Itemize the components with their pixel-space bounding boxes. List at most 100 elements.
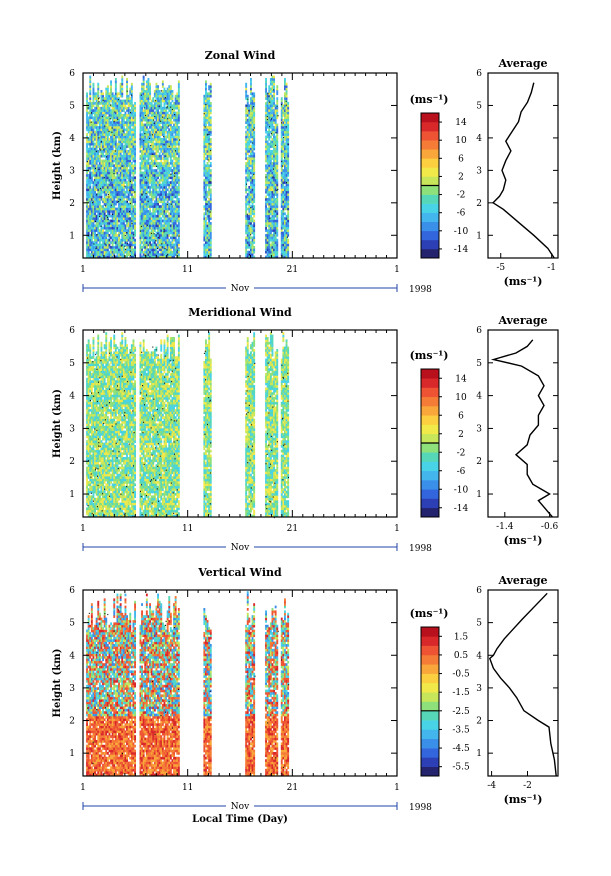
- colorbar-band: [421, 194, 439, 204]
- profile-y-tick-label: 6: [476, 586, 482, 596]
- y-tick-label: 4: [69, 392, 75, 402]
- colorbar-band: [421, 122, 439, 132]
- colorbar-band: [421, 185, 439, 195]
- month-label-bg: [226, 541, 254, 552]
- panel-title: Meridional Wind: [188, 306, 292, 319]
- colorbar-band: [421, 140, 439, 150]
- profile-y-tick-label: 2: [476, 717, 482, 727]
- y-axis-label: Height (km): [52, 649, 63, 718]
- colorbar-band: [421, 396, 439, 407]
- colorbar-tick-label: -0.5: [452, 670, 470, 680]
- colorbar-tick-label: 14: [455, 118, 467, 128]
- year-label: 1998: [409, 544, 432, 554]
- profile-frame: [487, 72, 559, 259]
- colorbar-tick-label: -2: [457, 191, 466, 201]
- profile-y-tick-label: 1: [476, 490, 482, 500]
- colorbar-band: [421, 158, 439, 168]
- colorbar-band: [421, 369, 439, 379]
- x-tick-label: 21: [287, 783, 298, 793]
- colorbar-tick-label: 2: [458, 172, 464, 182]
- colorbar-band: [421, 682, 439, 693]
- colorbar: 14 10 6 2 -2 -6 -10 -14 (ms⁻¹): [410, 349, 469, 518]
- colorbar-band: [421, 757, 439, 767]
- y-tick-label: 4: [69, 134, 75, 144]
- colorbar-band: [421, 664, 439, 674]
- y-tick-label: 1: [69, 749, 75, 759]
- y-tick-label: 1: [69, 490, 75, 500]
- year-label: 1998: [409, 803, 432, 813]
- colorbar-tick-label: -6: [457, 209, 466, 219]
- profile-title: Average: [497, 574, 547, 587]
- profile-frame: [487, 589, 559, 777]
- colorbar-band: [421, 766, 439, 777]
- x-tick-label: 1: [80, 265, 86, 275]
- profile-panel: Average 1 2 3 4 5 6 -1.4 -0.6 (ms⁻¹): [476, 314, 559, 547]
- colorbar-band: [421, 701, 439, 712]
- y-tick-label: 5: [69, 619, 75, 629]
- colorbar-tick-label: 14: [455, 374, 467, 384]
- colorbar-tick-label: -2.5: [452, 707, 470, 717]
- x-tick-label: 11: [182, 783, 193, 793]
- profile-y-tick-label: 5: [476, 359, 482, 369]
- heatmap-cells: [86, 591, 290, 777]
- profile-x-label: (ms⁻¹): [504, 275, 543, 288]
- y-tick-label: 2: [69, 457, 75, 467]
- colorbar-band: [421, 627, 439, 637]
- panel-title: Zonal Wind: [205, 49, 276, 62]
- colorbar-tick-label: 10: [455, 136, 467, 146]
- colorbar-tick-label: -10: [454, 227, 469, 237]
- colorbar-tick-label: 2: [458, 430, 464, 440]
- x-axis-label: Local Time (Day): [192, 814, 288, 825]
- y-tick-label: 3: [69, 166, 75, 176]
- month-label: Nov: [231, 543, 250, 553]
- colorbar-tick-label: -2: [457, 448, 466, 458]
- colorbar-unit: (ms⁻¹): [410, 93, 449, 106]
- heatmap-cells: [86, 75, 290, 259]
- profile-panel: Average 1 2 3 4 5 6 -5 -1 (ms⁻¹): [476, 57, 559, 288]
- profile-y-tick-label: 1: [476, 749, 482, 759]
- month-label: Nov: [231, 802, 250, 812]
- colorbar-band: [421, 452, 439, 462]
- colorbar-band: [421, 654, 439, 665]
- profile-x-tick-label: -4: [487, 781, 496, 791]
- profile-x-label: (ms⁻¹): [504, 793, 543, 806]
- colorbar-band: [421, 480, 439, 490]
- colorbar-band: [421, 498, 439, 509]
- colorbar-tick-label: -3.5: [452, 725, 470, 735]
- colorbar-tick-label: 10: [455, 393, 467, 403]
- heatmap-cells: [86, 332, 290, 519]
- colorbar-unit: (ms⁻¹): [410, 607, 449, 620]
- colorbar-tick-label: 0.5: [454, 651, 469, 661]
- x-tick-label: 1: [394, 265, 400, 275]
- profile-x-tick-label: -5: [496, 263, 505, 273]
- colorbar-tick-label: -5.5: [452, 763, 470, 773]
- profile-y-tick-label: 3: [476, 424, 482, 434]
- colorbar-band: [421, 489, 439, 499]
- x-tick-label: 11: [182, 265, 193, 275]
- profile-y-tick-label: 6: [476, 69, 482, 79]
- colorbar-band: [421, 149, 439, 159]
- y-axis-label: Height (km): [52, 389, 63, 458]
- profile-y-tick-label: 1: [476, 231, 482, 241]
- profile-x-tick-label: -1.4: [496, 522, 514, 532]
- profile-y-tick-label: 2: [476, 457, 482, 467]
- y-tick-label: 6: [69, 586, 75, 596]
- colorbar-tick-label: -4.5: [452, 744, 470, 754]
- month-label-bg: [226, 282, 254, 293]
- colorbar-band: [421, 406, 439, 416]
- colorbar-band: [421, 230, 439, 241]
- colorbar-band: [421, 203, 439, 213]
- colorbar-band: [421, 239, 439, 250]
- colorbar-band: [421, 507, 439, 518]
- profile-y-tick-label: 5: [476, 619, 482, 629]
- colorbar-unit: (ms⁻¹): [410, 349, 449, 362]
- profile-x-tick-label: -0.6: [541, 522, 559, 532]
- colorbar-band: [421, 710, 439, 721]
- colorbar: 1.5 0.5 -0.5 -1.5 -2.5 -3.5 -4.5 -5.5 (ms⁻¹): [410, 607, 470, 777]
- month-label-bg: [226, 800, 254, 811]
- x-tick-label: 21: [287, 524, 298, 534]
